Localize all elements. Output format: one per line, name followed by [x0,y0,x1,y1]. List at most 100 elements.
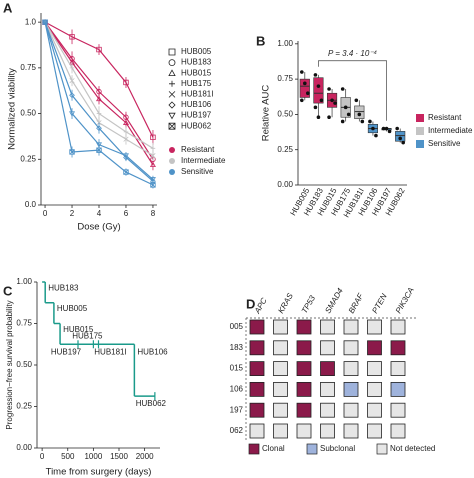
sample-label: 197 [230,405,244,414]
legend-swatch [248,443,260,455]
mutation-cell [367,423,382,439]
x-tick-label: 0 [43,209,48,218]
sample-label: 183 [230,343,244,352]
point [69,65,75,71]
mutation-cell [296,340,312,356]
point [123,114,129,120]
divider [245,317,418,440]
event-label: HUB183 [48,283,79,292]
mutation-cell [296,319,312,335]
legend-label: HUB015 [181,68,212,77]
point [96,125,102,132]
legend-label: Not detected [390,444,435,453]
sample-label: 005 [230,322,244,331]
mutation-cell [296,402,312,418]
mutation-cell [273,402,288,418]
x-tick-label: 500 [61,452,75,461]
y-tick-label: 0.75 [16,319,32,328]
mutation-cell [273,381,288,397]
legend-swatch [169,169,175,175]
legend-marker [168,59,176,66]
point [300,98,304,103]
y-tick-label: 0.25 [277,145,293,154]
legend-label: Sensitive [181,167,214,176]
mutation-cell [320,319,335,335]
point [96,46,102,53]
mutation-cell [390,381,406,397]
panel-label: D [246,296,255,311]
point [374,133,378,138]
legend-label: HUB183 [181,58,212,67]
event-label: HUB106 [137,347,168,356]
legend-marker [168,101,176,109]
box [299,78,310,98]
y-tick-label: 1.0 [25,17,37,26]
legend-label: HUB197 [181,111,212,120]
legend-marker [169,80,175,87]
point [384,126,389,131]
mutation-cell [249,423,265,439]
mutation-cell [367,381,382,397]
mutation-cell [390,340,406,356]
mutation-cell [273,319,288,335]
legend-marker [168,69,176,76]
legend-swatch [169,147,175,153]
mutation-cell [390,319,406,335]
point [395,126,399,131]
point [150,182,156,188]
bracket [318,60,387,121]
sample-label: 015 [230,364,244,373]
point [381,126,386,131]
legend-marker [168,91,176,98]
mutation-cell [249,340,265,356]
event-label: HUB005 [57,304,88,313]
legend-swatch [416,114,424,122]
legend-marker [168,48,176,56]
y-tick-label: 0.50 [20,109,36,118]
mutation-cell [249,381,265,397]
point [360,119,365,124]
x-tick-label: 2 [70,209,75,218]
y-tick-label: 0.00 [277,180,293,189]
x-tick-label: 4 [97,209,102,218]
censor-label: HUB062 [136,399,167,408]
legend-swatch [416,140,424,148]
point [303,81,307,86]
legend-swatch [376,443,388,455]
legend-label: HUB062 [181,121,212,130]
point [149,177,156,183]
legend-label: Resistant [428,113,462,122]
mutation-cell [249,402,265,418]
point [313,105,318,110]
point [96,142,102,148]
point [69,149,75,155]
y-tick-label: 0.75 [20,63,36,72]
point [69,111,76,117]
x-tick-label: 0 [40,452,45,461]
x-tick-label: 6 [124,209,129,218]
mutation-cell [273,423,288,439]
point [123,129,129,135]
y-tick-label: 0.00 [16,443,32,452]
mutation-cell [320,381,335,397]
legend-marker [168,122,176,130]
mutation-cell [320,340,335,356]
point [42,19,49,26]
mutation-cell [390,402,406,418]
point [319,98,324,103]
point [123,136,129,142]
point [300,70,304,74]
censor-label: HUB181I [94,347,126,356]
legend-label: HUB181I [181,90,213,99]
legend-label: Subclonal [320,444,355,453]
y-tick-label: 0.25 [20,154,36,163]
point [69,34,75,40]
panel-label: A [3,0,13,15]
point [330,98,334,103]
annotation: P = 3.4 · 10⁻⁴ [328,49,378,58]
y-tick-label: 0.75 [277,74,293,83]
mutation-cell [367,402,382,418]
mutation-cell [296,361,312,377]
y-axis-label: Normalized viability [7,68,18,150]
